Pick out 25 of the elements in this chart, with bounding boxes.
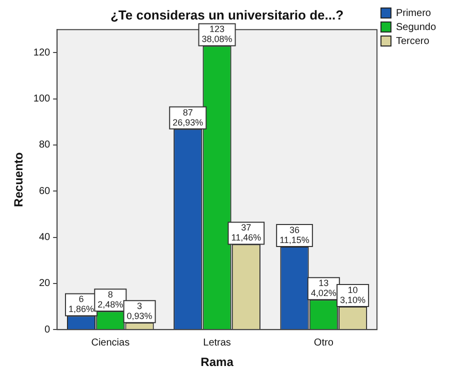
data-label: 87 26,93% [172,107,204,128]
legend-label: Tercero [396,36,430,47]
x-tick-label: Otro [314,337,334,348]
x-tick-label: Letras [203,337,231,348]
y-tick-label: 60 [38,186,51,197]
data-label: 13 4,02% [310,278,336,298]
data-label: 6 1,86% [68,294,94,314]
y-tick-label: 80 [38,140,51,151]
y-tick-label: 20 [38,278,51,290]
data-label: 3 0,93% [126,301,152,322]
chart-title: ¿Te consideras un universitario de...? [110,7,344,22]
data-label: 8 2,48% [98,290,124,310]
y-tick-label: 40 [38,232,51,244]
data-label: 37 11,46% [231,222,262,243]
y-tick-label: 100 [33,94,51,105]
x-tick-label: Ciencias [91,337,130,348]
legend-label: Segundo [396,22,436,33]
x-axis-title: Rama [200,355,234,370]
y-axis-title: Recuento [12,152,26,207]
y-tick-label: 120 [33,47,51,58]
data-label: 123 38,08% [202,24,232,44]
y-tick-label: 0 [44,324,51,336]
legend-label: Primero [396,8,432,19]
data-label: 36 11,15% [280,225,310,246]
data-label: 10 3,10% [340,285,366,306]
